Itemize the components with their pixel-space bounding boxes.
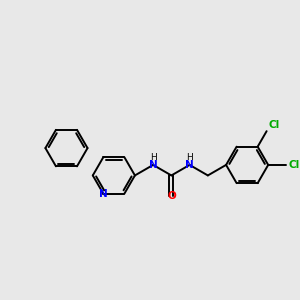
Text: H: H <box>150 153 157 162</box>
Text: Cl: Cl <box>268 120 280 130</box>
Text: H: H <box>186 153 193 162</box>
Text: N: N <box>99 189 108 199</box>
Text: N: N <box>185 160 194 170</box>
Text: O: O <box>167 191 176 202</box>
Text: Cl: Cl <box>288 160 299 170</box>
Text: N: N <box>149 160 158 170</box>
